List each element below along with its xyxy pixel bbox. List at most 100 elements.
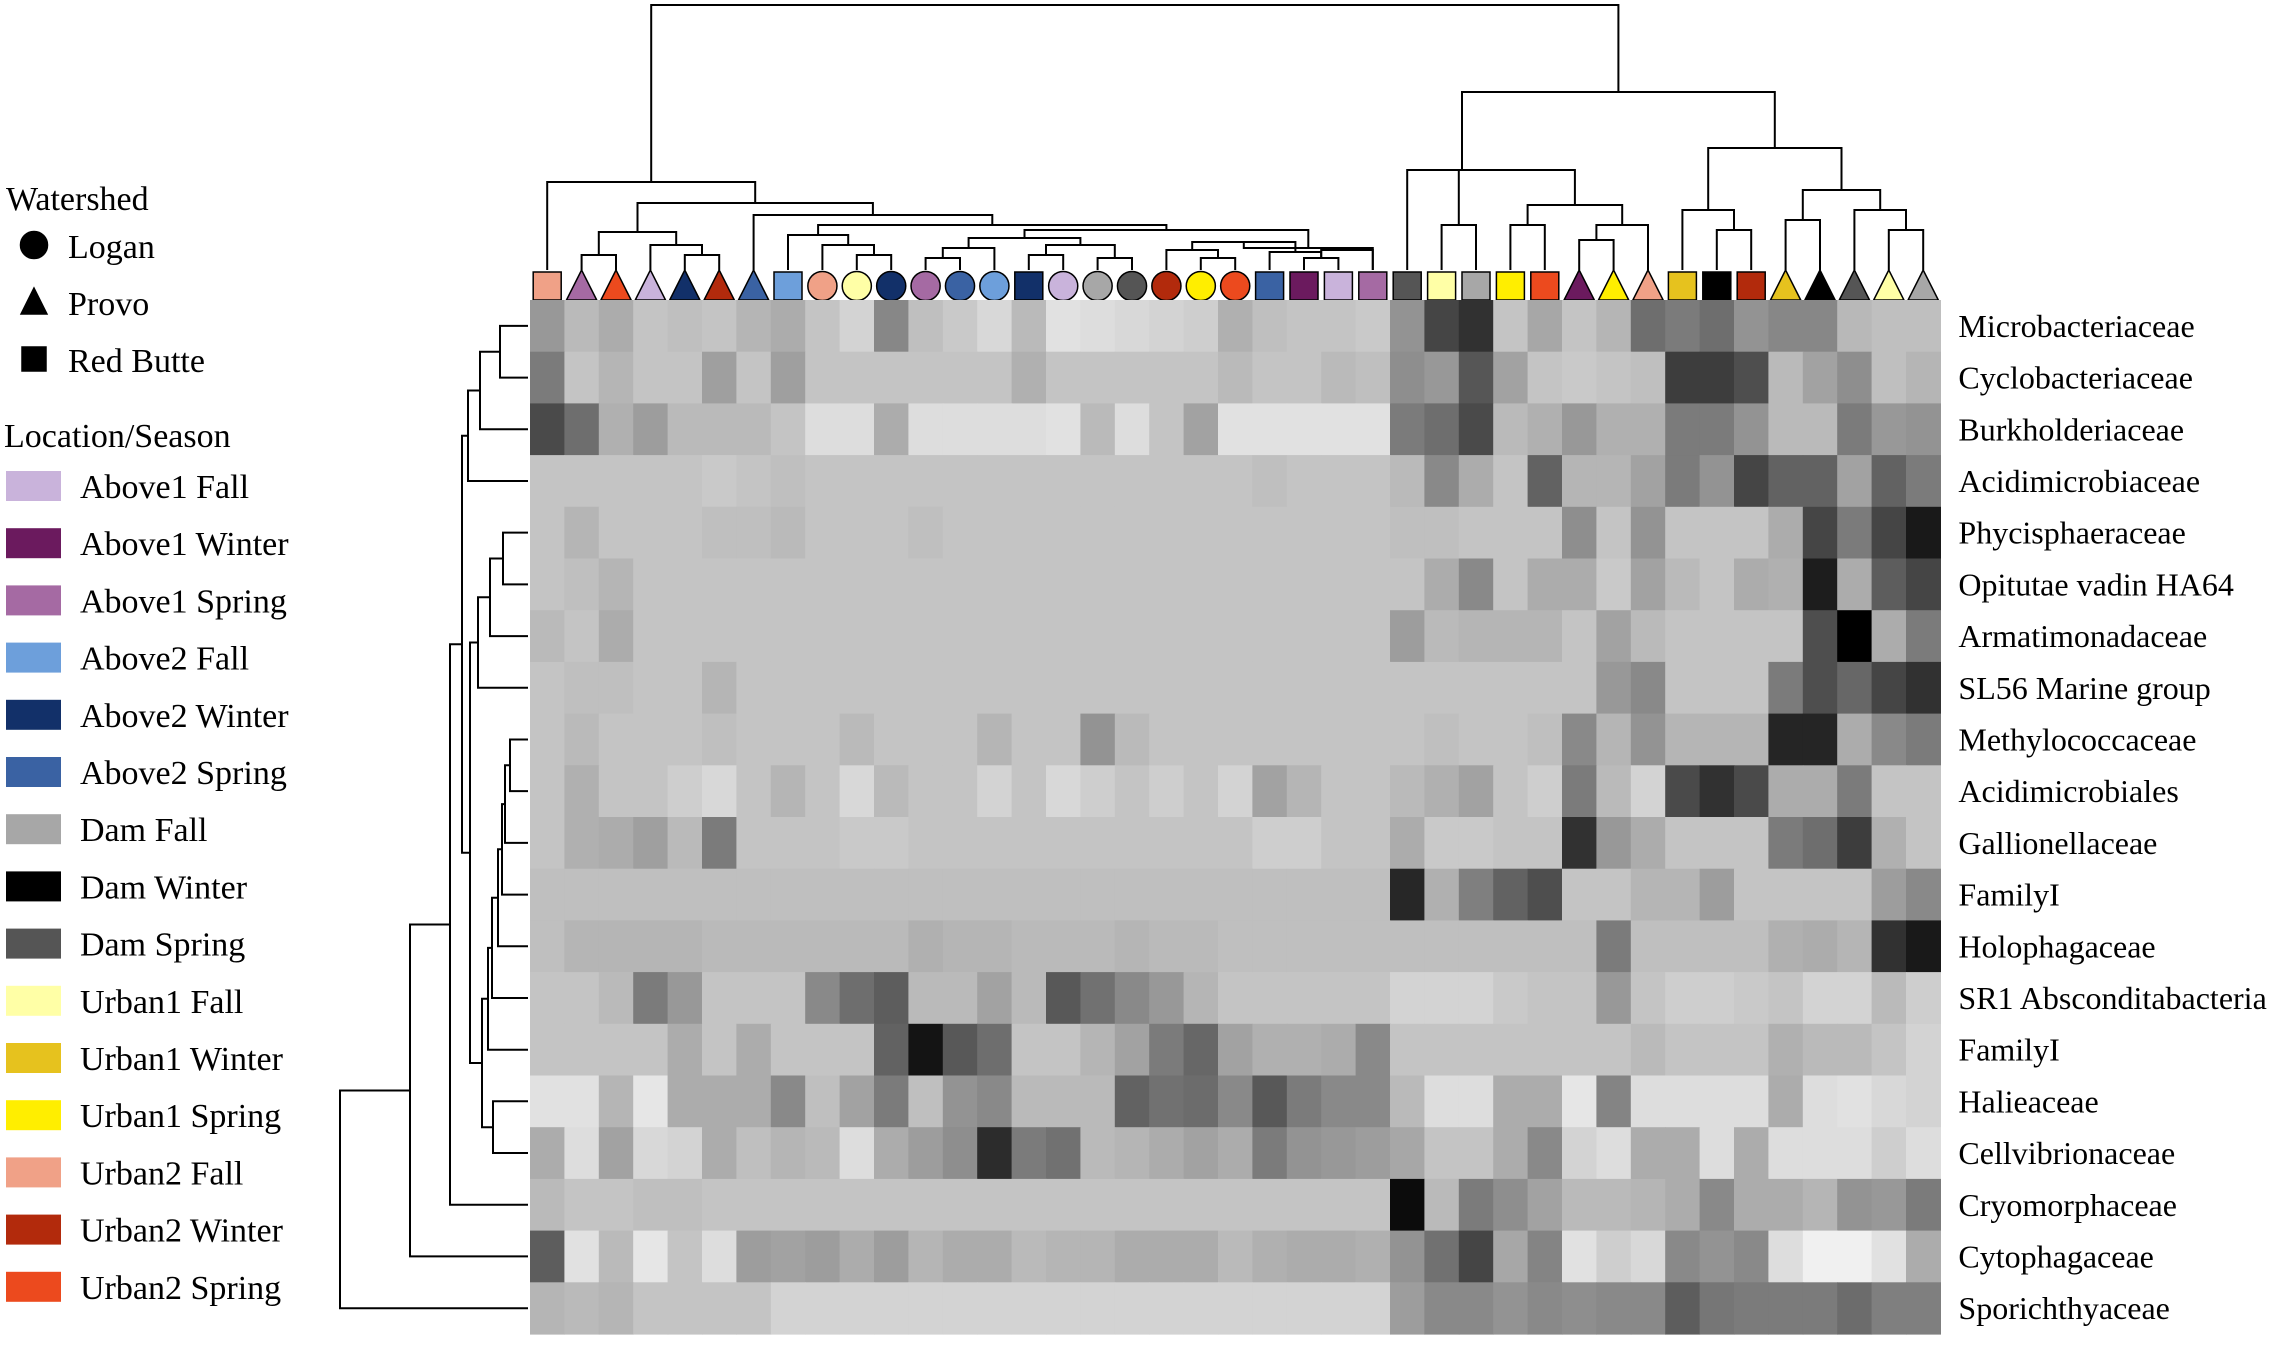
row-label: Halieaceae [1958,1083,2098,1119]
heatmap-cell [1699,972,1735,1025]
heatmap-cell [942,1230,978,1283]
heatmap-cell [1837,920,1873,973]
heatmap-cell [1252,1075,1288,1128]
heatmap-cell [564,1075,600,1128]
heatmap-cell [1493,661,1529,715]
heatmap-cell [908,972,944,1025]
heatmap-cell [1321,1023,1357,1077]
heatmap-cell [1802,765,1838,818]
heatmap-cell [1768,765,1804,818]
heatmap-cell [1218,1230,1253,1283]
heatmap-cell [1768,455,1804,508]
heatmap-cell [530,1127,565,1180]
row-label: SR1 Absconditabacteria [1958,980,2266,1016]
heatmap-cell [1252,455,1288,508]
heatmap-cell [1252,351,1288,404]
heatmap-cell [1286,765,1322,818]
heatmap-cell [805,300,841,353]
row-label: FamilyI [1958,877,2059,913]
heatmap-cell [839,920,875,973]
heatmap-cell [1149,1282,1185,1335]
heatmap-cell [942,351,978,404]
heatmap-cell [1321,1178,1357,1232]
heatmap-cell [530,1282,565,1335]
heatmap-cell [598,1075,634,1128]
heatmap-cell [1080,610,1116,663]
heatmap-cell [908,1282,944,1335]
heatmap-cell [1871,351,1907,404]
heatmap-cell [736,920,772,973]
column-marker-square [1254,271,1285,301]
heatmap-cell [736,506,772,560]
heatmap-cell [1080,1023,1116,1077]
heatmap-cell [1802,868,1838,921]
heatmap-cell [1011,506,1047,560]
heatmap-cell [1768,920,1804,973]
heatmap-cell [908,506,944,560]
heatmap-cell [805,713,841,766]
heatmap-cell [874,506,909,560]
heatmap-cell [1218,506,1253,560]
heatmap-cell [839,403,875,456]
heatmap-cell [1390,661,1425,715]
heatmap-cell [633,558,669,611]
heatmap-cell [942,765,978,818]
heatmap-cell [1527,1178,1563,1232]
heatmap-cell [1630,351,1666,404]
heatmap-cell [908,765,944,818]
dendrogram-branch [1320,249,1374,270]
heatmap-cell [977,403,1013,456]
heatmap-cell [1458,713,1494,766]
heatmap-cell [530,351,565,404]
heatmap-cell [1596,817,1632,870]
heatmap-cell [874,300,909,353]
heatmap-cell [598,817,634,870]
column-marker-square [1392,271,1422,301]
heatmap-cell [1011,455,1047,508]
heatmap-cell [1734,1075,1769,1128]
heatmap-cell [839,972,875,1025]
heatmap-cell [1149,817,1185,870]
heatmap-cell [1218,610,1253,663]
heatmap-cell [702,351,737,404]
heatmap-cell [1321,610,1357,663]
heatmap-cell [1458,920,1494,973]
heatmap-cell [908,558,944,611]
heatmap-cell [1802,1178,1838,1232]
heatmap-cell [1458,1230,1494,1283]
heatmap-cell [1080,455,1116,508]
column-marker-square [1495,271,1526,301]
heatmap-cell [1286,920,1322,973]
column-marker-circle [841,270,873,302]
legend-swatch [6,1100,61,1131]
heatmap-cell [1046,1075,1081,1128]
heatmap-cell [874,403,909,456]
heatmap-cell [1562,661,1597,715]
heatmap-cell [874,765,909,818]
dendrogram-branch [924,257,961,270]
heatmap-cell [1596,455,1632,508]
legend-triangle-icon [19,286,49,315]
heatmap-cell [1906,455,1941,508]
heatmap-cell [1562,765,1597,818]
location-legend-label: Urban1 Winter [80,1041,284,1078]
heatmap-cell [633,1178,669,1232]
heatmap-cell [1011,817,1047,870]
heatmap-cell [1183,661,1219,715]
heatmap-cell [1114,1075,1150,1128]
heatmap-cell [1699,1282,1735,1335]
heatmap-cell [977,972,1013,1025]
heatmap-cell [1493,1230,1529,1283]
heatmap-cell [1802,713,1838,766]
heatmap-cell [1080,1075,1116,1128]
heatmap-cell [1080,403,1116,456]
heatmap-cell [1218,1127,1253,1180]
column-marker-triangle [565,268,598,301]
heatmap-cell [1458,558,1494,611]
heatmap-cell [1699,661,1735,715]
heatmap-cell [1768,1178,1804,1232]
heatmap-cell [1699,610,1735,663]
heatmap-cell [1871,713,1907,766]
location-legend-label: Dam Fall [80,812,207,849]
heatmap-cell [1802,1127,1838,1180]
